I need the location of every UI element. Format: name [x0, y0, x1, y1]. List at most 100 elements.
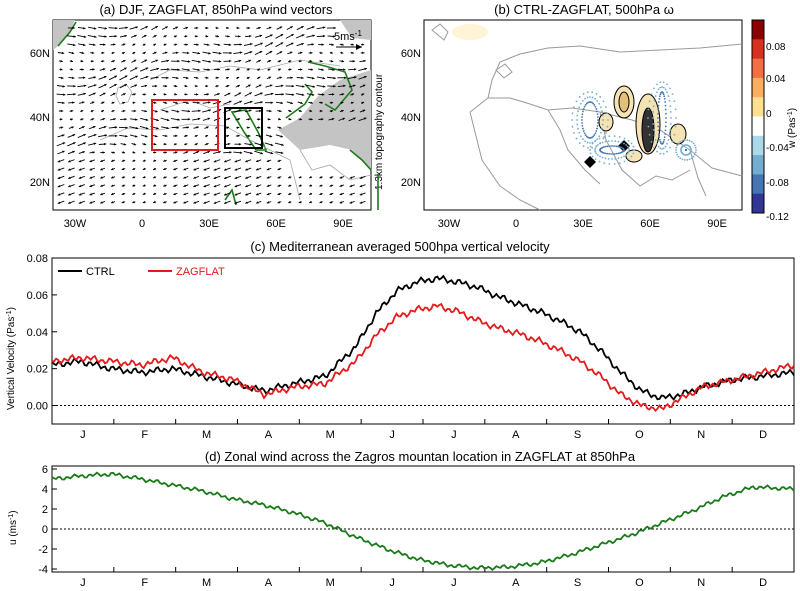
omega-dot	[603, 162, 606, 164]
wind-vector-head	[184, 84, 188, 88]
omega-dot	[594, 105, 597, 108]
wind-vector-head	[166, 76, 169, 80]
wind-vector-head	[301, 93, 305, 96]
wind-vector-head	[196, 43, 199, 46]
wind-vector-head	[163, 192, 166, 196]
wind-vector-head	[228, 109, 232, 112]
colorbar-tick-label: 0	[766, 109, 772, 120]
month-tick-label: A	[265, 429, 273, 441]
wind-vector-head	[62, 85, 65, 88]
omega-dot	[662, 147, 665, 150]
wind-vector-head	[114, 75, 117, 78]
wind-vector-head	[62, 150, 65, 154]
omega-dot	[592, 135, 595, 138]
wind-vector-head	[173, 176, 176, 179]
omega-dot	[681, 139, 684, 142]
wind-vector-head	[359, 176, 363, 179]
omega-dot	[688, 158, 691, 161]
wind-vector-head	[100, 176, 103, 179]
wind-vector-head	[321, 93, 325, 96]
omega-dot	[668, 99, 671, 102]
wind-vector-head	[104, 35, 107, 38]
wind-vector-head	[78, 168, 82, 171]
wind-vector-head	[198, 60, 201, 63]
omega-dot	[653, 99, 656, 102]
wind-vector-head	[268, 26, 272, 30]
omega-dot	[614, 140, 617, 143]
wind-vector-head	[208, 101, 211, 104]
wind-vector-head	[339, 176, 343, 179]
wind-vector-head	[320, 109, 323, 113]
wind-vector-head	[185, 151, 189, 154]
panel-c-y-ticks: 0.00 0.02 0.04 0.06 0.08	[27, 253, 57, 413]
colorbar-tick-label: 0.04	[766, 74, 786, 85]
legend-label-ctrl: CTRL	[86, 266, 115, 278]
wind-vector-head	[112, 60, 115, 63]
wind-vector-head	[143, 35, 147, 38]
omega-dot	[669, 128, 672, 131]
omega-dot	[656, 83, 658, 86]
topo-contour	[307, 61, 353, 112]
omega-dot	[627, 150, 630, 153]
colorbar-swatch	[752, 174, 764, 195]
wind-vector-head	[111, 51, 115, 55]
omega-dot	[602, 100, 605, 103]
omega-dot	[596, 113, 599, 116]
wind-vector-head	[249, 92, 252, 95]
omega-dot	[657, 108, 660, 111]
omega-dot	[666, 83, 668, 86]
y-tick-label: 0.08	[27, 253, 48, 265]
omega-dot	[618, 162, 621, 164]
wind-vector-head	[68, 176, 71, 179]
omega-dot	[675, 117, 677, 119]
wind-vector-head	[312, 85, 316, 88]
wind-vector-head	[100, 201, 103, 204]
wind-vector-head	[249, 100, 253, 104]
wind-vector-head	[247, 118, 251, 121]
wind-vector-head	[196, 126, 199, 129]
wind-vector-head	[333, 84, 336, 88]
omega-dot	[604, 145, 607, 148]
omega-dot	[594, 97, 596, 100]
wind-vector-head	[103, 142, 107, 146]
wind-vector-head	[102, 151, 105, 154]
wind-vector-head	[81, 101, 85, 104]
wind-vector-head	[101, 60, 105, 63]
omega-dot	[630, 155, 633, 158]
wind-vector-head	[300, 101, 303, 105]
omega-dot	[596, 110, 598, 113]
wind-vector-head	[329, 176, 333, 179]
wind-vector-head	[249, 109, 252, 112]
topo-contour	[224, 188, 237, 206]
wind-vector-head	[132, 159, 135, 162]
omega-dot	[659, 81, 662, 84]
wind-vector-head	[213, 168, 217, 171]
omega-dot	[693, 153, 696, 156]
wind-vector-head	[216, 85, 219, 88]
wind-vector-head	[133, 109, 137, 113]
wind-vector-head	[205, 34, 209, 38]
omega-dot	[665, 121, 667, 124]
wind-vector-head	[113, 43, 116, 46]
wind-vector-head	[80, 118, 84, 121]
omega-dot	[659, 140, 662, 143]
panel-d: (d) Zonal wind across the Zagros mountan…	[8, 449, 795, 589]
wind-vector-head	[153, 101, 157, 104]
wind-vector-head	[124, 75, 128, 78]
wind-vector-head	[156, 118, 159, 122]
omega-dot	[589, 152, 592, 155]
omega-dot	[647, 125, 650, 128]
y-tick-label: 0.00	[27, 401, 48, 413]
omega-dot	[583, 105, 586, 108]
wind-vector-head	[260, 42, 263, 45]
wind-vector-head	[217, 93, 220, 96]
omega-dot	[662, 93, 665, 96]
wind-vector-head	[229, 51, 232, 55]
wind-vector-head	[256, 201, 259, 204]
omega-dot	[581, 113, 584, 116]
wind-vector-head	[173, 201, 176, 204]
month-tick-label: N	[697, 429, 705, 441]
omega-dot	[664, 101, 667, 103]
omega-dot	[617, 157, 620, 160]
wind-vector-head	[153, 43, 156, 47]
